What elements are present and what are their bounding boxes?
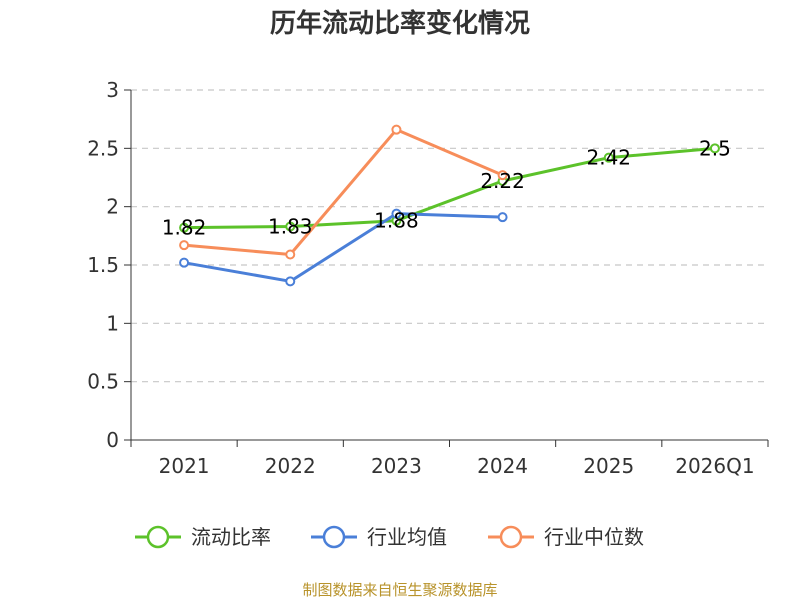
legend-item-0[interactable]: 流动比率 — [135, 525, 271, 549]
x-tick-label: 2025 — [583, 454, 634, 478]
y-tick-label: 0 — [106, 428, 119, 452]
y-tick-label: 1 — [106, 311, 119, 335]
data-point[interactable] — [179, 257, 190, 268]
data-labels: 1.82 1.83 1.88 2.22 2.42 2.5 — [162, 136, 731, 239]
y-tick-label: 2.5 — [87, 136, 119, 160]
y-tick-label: 3 — [106, 78, 119, 102]
data-label: 1.82 — [162, 216, 207, 240]
x-tick-label: 2022 — [265, 454, 316, 478]
data-label: 1.83 — [268, 215, 313, 239]
data-point[interactable] — [179, 240, 190, 251]
data-label: 1.88 — [374, 209, 419, 233]
data-point[interactable] — [603, 152, 614, 163]
x-tick-label: 2026Q1 — [675, 454, 754, 478]
legend-marker — [499, 525, 523, 549]
data-label: 2.22 — [480, 169, 525, 193]
series-line-2 — [183, 128, 504, 256]
legend-marker — [322, 525, 346, 549]
axes: 0 0.5 1 1.5 2 2.5 3 2021 2022 2023 2024 2025 2026Q1 — [87, 78, 769, 478]
legend-label: 行业中位数 — [544, 525, 644, 549]
data-point[interactable] — [285, 276, 296, 287]
legend-item-1[interactable]: 行业均值 — [311, 525, 447, 549]
data-point[interactable] — [285, 249, 296, 260]
legend: 流动比率 行业均值 行业中位数 — [135, 525, 644, 549]
x-tick-label: 2023 — [371, 454, 422, 478]
data-point[interactable] — [497, 212, 508, 223]
series-line-1 — [183, 212, 503, 283]
legend-item-2[interactable]: 行业中位数 — [488, 525, 644, 549]
data-point[interactable] — [285, 221, 296, 232]
legend-label: 流动比率 — [191, 525, 271, 549]
data-point[interactable] — [709, 143, 720, 154]
data-point[interactable] — [497, 170, 508, 181]
legend-label: 行业均值 — [367, 525, 447, 549]
source-note: 制图数据来自恒生聚源数据库 — [302, 581, 497, 599]
data-label: 2.5 — [699, 136, 731, 160]
y-tick-label: 0.5 — [87, 370, 119, 394]
y-tick-label: 2 — [106, 195, 119, 219]
y-tick-label: 1.5 — [87, 253, 119, 277]
data-point[interactable] — [391, 124, 402, 135]
series-line-0 — [184, 146, 716, 230]
x-tick-label: 2024 — [477, 454, 528, 478]
grid-lines — [131, 89, 768, 383]
series-lines — [183, 128, 716, 283]
data-point[interactable] — [391, 208, 402, 219]
data-label: 2.42 — [586, 146, 631, 170]
data-point[interactable] — [179, 222, 190, 233]
series-points — [179, 124, 720, 287]
chart-title: 历年流动比率变化情况 — [270, 8, 530, 39]
x-tick-label: 2021 — [159, 454, 210, 478]
legend-marker — [146, 525, 170, 549]
